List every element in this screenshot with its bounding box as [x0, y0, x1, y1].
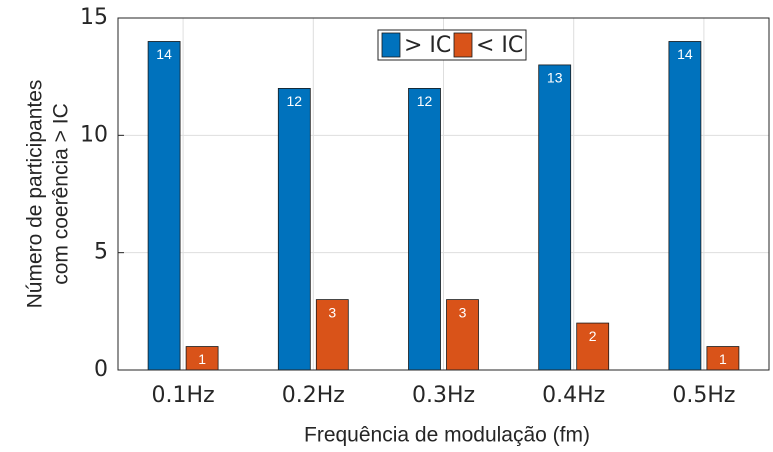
bar — [446, 299, 479, 371]
x-axis-label: Frequência de modulação (fm) — [304, 424, 590, 447]
bar — [668, 41, 702, 371]
y-tick-label: 5 — [94, 240, 108, 265]
bar — [408, 88, 441, 371]
value-label: 3 — [459, 304, 467, 320]
y-tick-label: 10 — [80, 122, 108, 147]
legend-label: > IC — [404, 33, 451, 58]
y-axis-label: com coerência > IC — [50, 103, 73, 285]
bar — [576, 322, 610, 371]
legend-label: < IC — [476, 33, 523, 58]
value-label: 12 — [417, 93, 433, 109]
y-tick-label: 15 — [80, 5, 108, 30]
legend-box — [377, 29, 527, 61]
value-label: 3 — [328, 304, 336, 320]
value-label: 13 — [547, 70, 563, 86]
bar — [277, 88, 311, 371]
legend-swatch — [381, 32, 401, 58]
value-label: 14 — [677, 46, 693, 62]
value-label: 1 — [198, 351, 206, 367]
bar — [538, 64, 572, 371]
value-label: 12 — [287, 93, 303, 109]
axes-box — [117, 17, 770, 371]
x-tick-label: 0.5Hz — [672, 383, 735, 408]
bar — [147, 41, 181, 371]
x-tick-label: 0.3Hz — [412, 383, 475, 408]
y-tick-label: 0 — [94, 357, 108, 382]
value-label: 1 — [719, 351, 727, 367]
value-label: 14 — [156, 46, 172, 62]
x-tick-label: 0.1Hz — [152, 383, 215, 408]
legend-swatch — [453, 32, 473, 58]
value-label: 2 — [589, 328, 597, 344]
y-axis-label: Número de participantes — [24, 80, 47, 309]
x-tick-label: 0.2Hz — [282, 383, 345, 408]
x-tick-label: 0.4Hz — [542, 383, 605, 408]
